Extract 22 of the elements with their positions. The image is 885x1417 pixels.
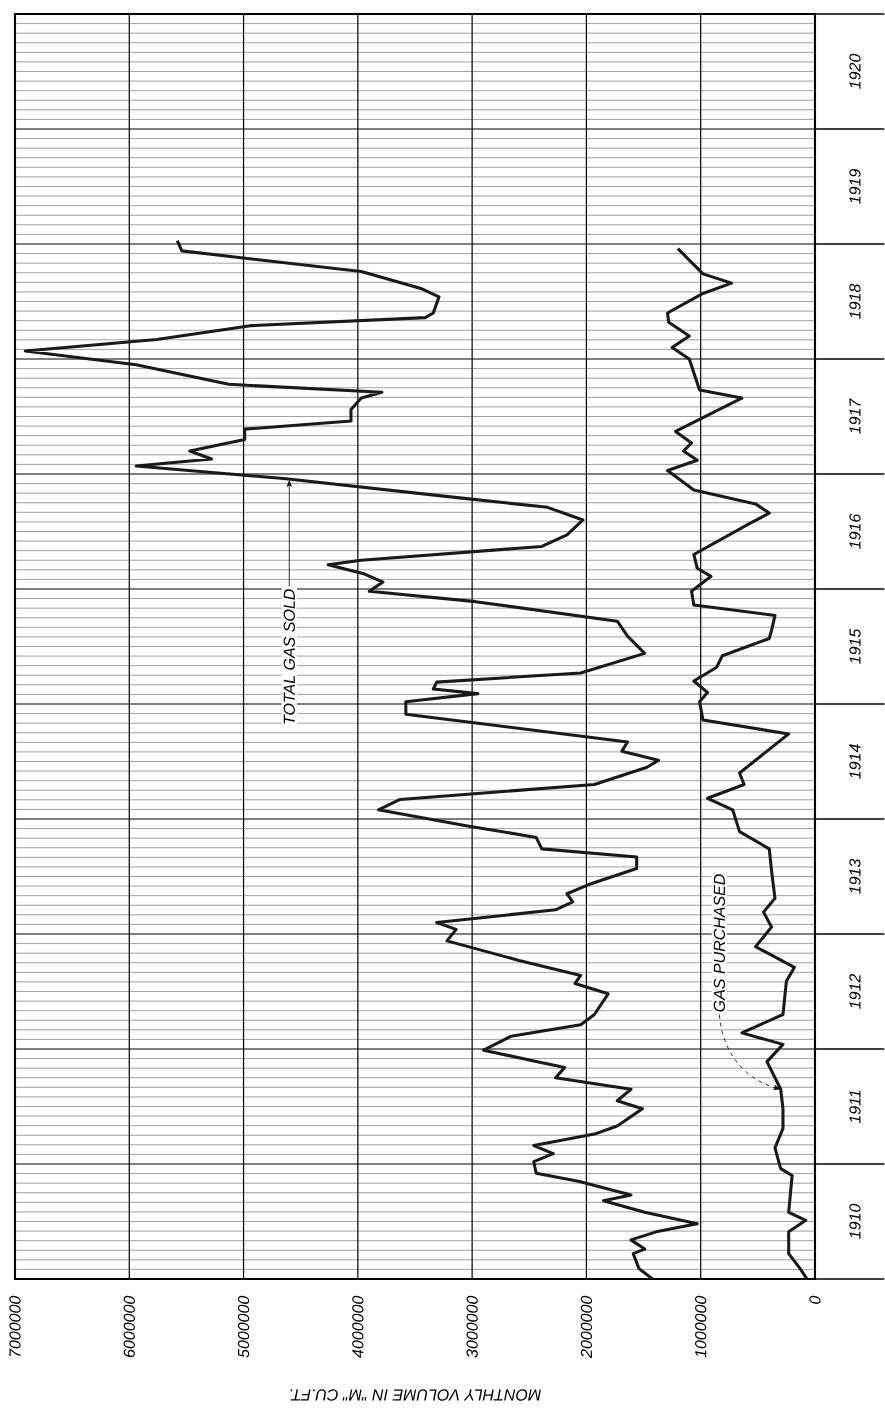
- x-tick-label: 3000000: [466, 1295, 478, 1358]
- x-tick-label: 7000000: [9, 1295, 21, 1357]
- y-tick-label: 1918: [849, 283, 861, 319]
- x-tick-label: 4000000: [352, 1295, 364, 1358]
- x-tick-label: 6000000: [123, 1295, 135, 1358]
- x-tick-label: 0: [809, 1295, 821, 1304]
- y-tick-label: 1913: [849, 858, 861, 894]
- y-tick-label: 1911: [849, 1090, 861, 1124]
- y-tick-label: 1917: [849, 398, 861, 434]
- y-tick-label: 1916: [849, 513, 861, 549]
- x-tick-label: 5000000: [237, 1295, 250, 1358]
- annotation: GAS PURCHASED: [713, 874, 726, 1012]
- x-tick-label: 2000000: [580, 1295, 593, 1359]
- y-tick-label: 1915: [849, 628, 861, 664]
- y-tick-label: 1919: [849, 169, 861, 204]
- x-axis-title: MONTHLY VOLUME IN "M" CU.FT.: [290, 1389, 541, 1401]
- y-tick-label: 1914: [849, 744, 861, 779]
- y-tick-label: 1912: [849, 973, 861, 1009]
- x-tick-label: 1000000: [695, 1295, 707, 1358]
- y-tick-label: 1920: [849, 53, 861, 89]
- annotation: TOTAL GAS SOLD: [283, 589, 295, 724]
- y-tick-label: 1910: [849, 1203, 861, 1239]
